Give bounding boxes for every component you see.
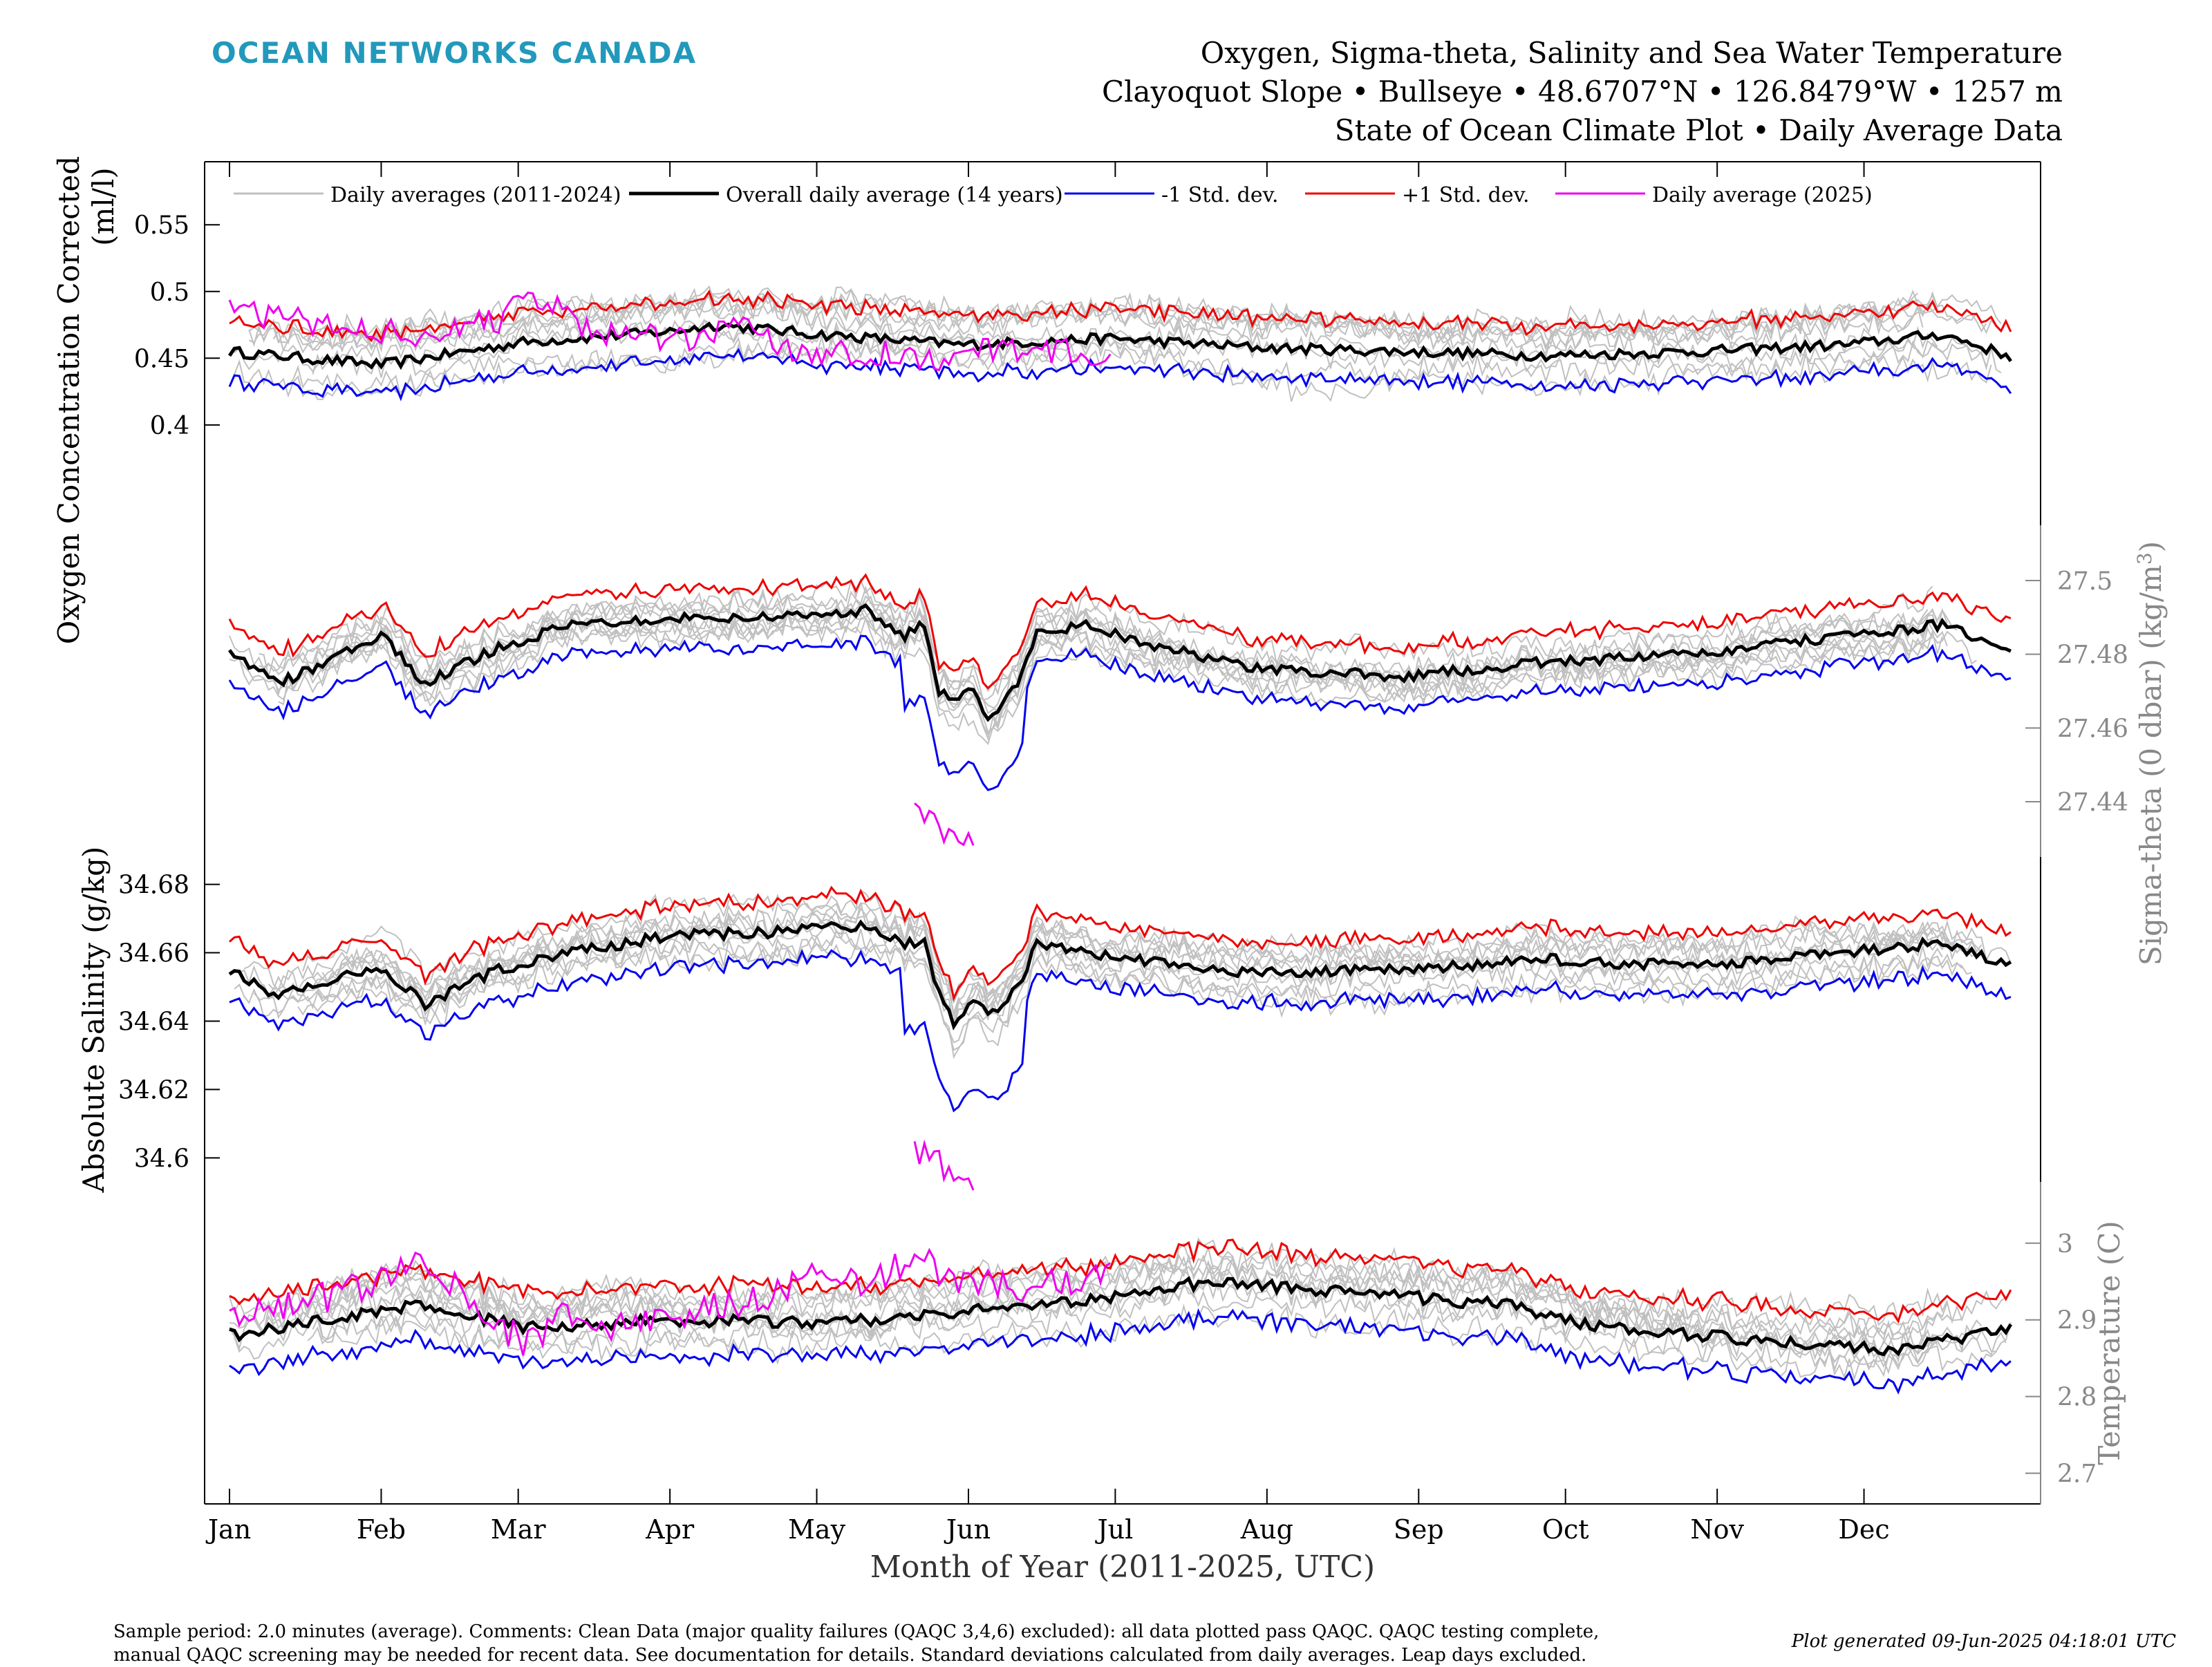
x-tick-label-7: Aug: [1240, 1514, 1293, 1545]
history-line-salinity-4: [302, 889, 1933, 1004]
x-tick-label-0: Jan: [205, 1514, 251, 1545]
y-tick-label-oxygen-3: 0.55: [134, 211, 189, 240]
footer-note-line-2: manual QAQC screening may be needed for …: [113, 1645, 1587, 1666]
y-tick-label-salinity-3: 34.66: [118, 940, 189, 968]
x-tick-label-1: Feb: [357, 1514, 406, 1545]
chart-subtitle-location: Clayoquot Slope • Bullseye • 48.6707°N •…: [1101, 75, 2063, 109]
legend: Daily averages (2011-2024) Overall daily …: [234, 183, 1873, 207]
minus-std-line-sigma-theta: [228, 634, 2012, 791]
history-line-temperature-8: [268, 1237, 1948, 1327]
y-tick-label-salinity-1: 34.62: [118, 1076, 189, 1104]
plot-generated-timestamp: Plot generated 09-Jun-2025 04:18:01 UTC: [1791, 1631, 2176, 1652]
x-tick-label-4: May: [788, 1514, 846, 1545]
y-tick-label-sigma-theta-2: 27.48: [2057, 641, 2128, 670]
legend-label-2: -1 Std. dev.: [1161, 183, 1279, 207]
footer-note-line-1: Sample period: 2.0 minutes (average). Co…: [113, 1621, 1600, 1642]
y-axis-label-sigma-theta-end: ): [2134, 541, 2168, 552]
x-tick-label-6: Jul: [1094, 1514, 1133, 1545]
legend-label-0: Daily averages (2011-2024): [330, 183, 621, 207]
minus-std-line-oxygen: [228, 348, 2012, 402]
legend-label-3: +1 Std. dev.: [1402, 183, 1530, 207]
x-tick-label-11: Dec: [1838, 1514, 1889, 1545]
y-tick-label-sigma-theta-3: 27.5: [2057, 567, 2112, 596]
plus-std-line-oxygen: [229, 289, 2012, 343]
y-tick-label-sigma-theta-1: 27.46: [2057, 715, 2128, 743]
history-line-oxygen-0: [248, 288, 2002, 353]
legend-label-4: Daily average (2025): [1652, 183, 1873, 207]
x-tick-label-10: Nov: [1690, 1514, 1744, 1545]
brand-logo-text: OCEAN NETWORKS CANADA: [212, 36, 697, 70]
mean-line-oxygen: [227, 321, 2012, 370]
plus-std-line-temperature: [229, 1239, 2012, 1324]
legend-label-1: Overall daily average (14 years): [726, 183, 1063, 207]
y-axis-label-salinity: Absolute Salinity (g/kg): [77, 847, 111, 1194]
current-year-line-oxygen: [228, 291, 1112, 372]
mean-line-temperature: [229, 1276, 2013, 1357]
x-axis-label: Month of Year (2011-2025, UTC): [870, 1550, 1375, 1585]
history-line-salinity-8: [243, 902, 1977, 1017]
history-line-salinity-2: [253, 917, 1983, 1028]
history-line-temperature-7: [302, 1243, 1962, 1341]
history-line-temperature-1: [272, 1255, 1983, 1368]
y-tick-label-temperature-0: 2.7: [2057, 1460, 2097, 1489]
mean-line-sigma-theta: [227, 603, 2012, 722]
history-line-temperature-5: [307, 1277, 1938, 1368]
plus-std-line-sigma-theta: [228, 573, 2012, 690]
y-axis-label-oxygen-units: (ml/l): [86, 167, 120, 246]
mean-series-group: [227, 321, 2013, 1357]
current-year-line-salinity: [913, 1139, 975, 1191]
x-tick-label-9: Oct: [1542, 1514, 1589, 1545]
chart-subtitle-type: State of Ocean Climate Plot • Daily Aver…: [1334, 113, 2063, 147]
x-tick-label-2: Mar: [491, 1514, 547, 1545]
y-tick-label-salinity-2: 34.64: [118, 1008, 189, 1036]
y-tick-label-oxygen-0: 0.4: [150, 412, 189, 440]
x-tick-label-8: Sep: [1394, 1514, 1444, 1545]
plus-std-line-salinity: [229, 885, 2012, 1001]
history-line-salinity-5: [321, 915, 1978, 1021]
y-axis-label-sigma-theta: Sigma-theta (0 dbar) (kg/m3): [2133, 541, 2168, 966]
y-tick-label-oxygen-2: 0.5: [150, 279, 189, 307]
y-axis-label-oxygen: Oxygen Concentration Corrected: [52, 156, 86, 644]
std-dev-series-group: [228, 289, 2012, 1395]
y-tick-label-sigma-theta-0: 27.44: [2057, 789, 2128, 817]
minus-std-line-salinity: [229, 949, 2012, 1113]
mean-line-salinity: [228, 919, 2012, 1031]
y-tick-label-temperature-3: 3: [2057, 1230, 2073, 1259]
chart-title: Oxygen, Sigma-theta, Salinity and Sea Wa…: [1200, 36, 2063, 70]
current-year-line-sigma-theta: [914, 802, 975, 847]
y-tick-label-oxygen-1: 0.45: [134, 345, 189, 373]
history-line-oxygen-2: [234, 330, 1992, 402]
minus-std-line-temperature: [229, 1308, 2012, 1395]
y-tick-label-salinity-4: 34.68: [118, 872, 189, 900]
y-tick-label-temperature-1: 2.8: [2057, 1384, 2097, 1412]
history-line-salinity-9: [297, 928, 1943, 1051]
history-line-temperature-2: [229, 1250, 2012, 1342]
y-axes: 0.4 0.45 0.5 0.55 Oxygen Concentration Corre…: [52, 156, 2168, 1504]
history-line-sigma-theta-7: [317, 607, 1943, 718]
history-line-salinity-6: [234, 936, 1962, 1059]
history-line-temperature-4: [234, 1303, 1997, 1382]
history-line-oxygen-7: [288, 335, 1987, 399]
y-tick-label-temperature-2: 2.9: [2057, 1307, 2097, 1335]
y-axis-label-temperature: Temperature (C): [2092, 1221, 2126, 1464]
current-year-series-group: [228, 291, 1112, 1356]
current-year-line-temperature: [229, 1247, 1112, 1356]
x-tick-label-5: Jun: [944, 1514, 991, 1545]
x-axis: Jan Feb Mar Apr May Jun Jul Aug Sep Oct Nov Dec Mont…: [205, 162, 1890, 1585]
y-tick-label-salinity-0: 34.6: [134, 1145, 189, 1173]
y-axis-label-sigma-theta-sup: 3: [2133, 552, 2156, 565]
y-axis-label-sigma-theta-text: Sigma-theta (0 dbar) (kg/m: [2134, 565, 2168, 966]
x-tick-label-3: Apr: [645, 1514, 695, 1545]
history-series-group: [229, 285, 2012, 1382]
footer-notes: Sample period: 2.0 minutes (average). Co…: [113, 1620, 1724, 1667]
